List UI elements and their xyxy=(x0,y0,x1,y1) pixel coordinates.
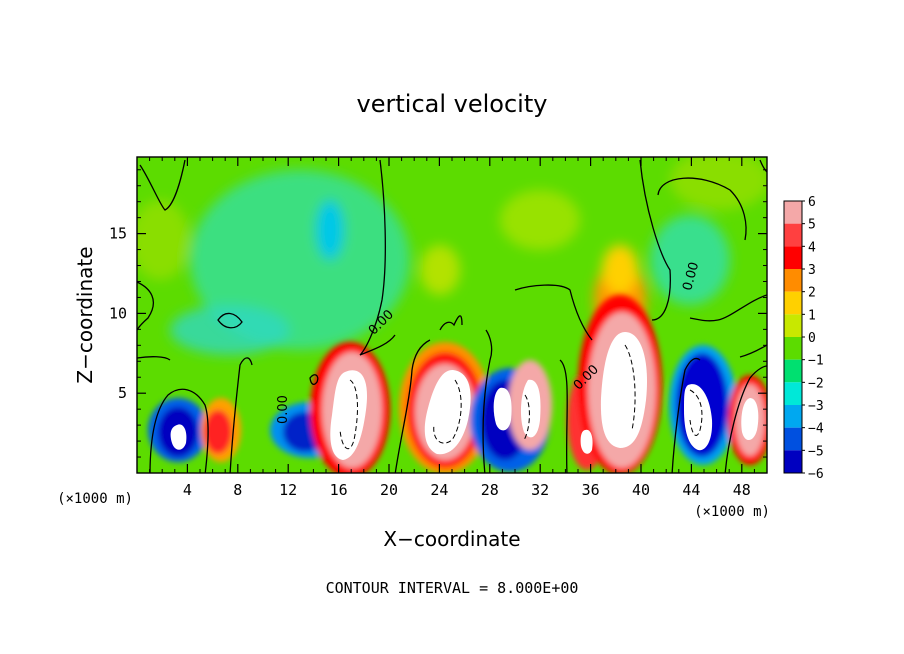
colorbar-swatch xyxy=(784,223,802,247)
colorbar-label: −3 xyxy=(808,399,824,414)
colorbar-swatch xyxy=(784,382,802,405)
colorbar-swatch xyxy=(784,314,802,337)
x-tick-label: 44 xyxy=(682,481,700,499)
y-tick-label: 5 xyxy=(118,384,127,402)
colorbar-swatch xyxy=(784,246,802,269)
colorbar-swatch xyxy=(784,269,802,292)
colorbar-label: −6 xyxy=(808,467,824,482)
colorbar-swatch xyxy=(784,450,802,473)
x-tick-label: 8 xyxy=(233,481,242,499)
heatmap-field: 0.00 0.00 0.00 0.00 xyxy=(137,157,767,473)
colorbar-swatch xyxy=(784,201,802,224)
colorbar: 6 5 4 3 2 1 0 −1 −2 −3 −4 −5 −6 xyxy=(783,195,824,482)
x-unit-right: (×1000 m) xyxy=(694,504,770,520)
x-tick-label: 20 xyxy=(380,481,398,499)
colorbar-label: −2 xyxy=(808,376,824,391)
contour-label: 0.00 xyxy=(276,395,291,424)
colorbar-label: 2 xyxy=(808,286,816,301)
y-axis-label: Z−coordinate xyxy=(73,246,97,383)
x-axis-ticks: 4 8 12 16 20 24 28 32 36 40 44 48 xyxy=(149,157,768,499)
x-unit-left: (×1000 m) xyxy=(57,491,133,507)
x-tick-label: 32 xyxy=(531,481,549,499)
x-tick-label: 12 xyxy=(279,481,297,499)
colorbar-label: −4 xyxy=(808,422,824,437)
x-tick-label: 36 xyxy=(582,481,600,499)
colorbar-swatch xyxy=(784,337,802,360)
x-tick-label: 16 xyxy=(330,481,348,499)
contour-label: 0.00 xyxy=(680,260,702,292)
colorbar-swatch xyxy=(784,405,802,428)
x-tick-label: 40 xyxy=(632,481,650,499)
colorbar-label: −5 xyxy=(808,444,824,459)
colorbar-label: 6 xyxy=(808,195,816,210)
x-tick-label: 24 xyxy=(430,481,448,499)
x-tick-label: 48 xyxy=(733,481,751,499)
colorbar-label: −1 xyxy=(808,354,824,369)
contour-interval-footer: CONTOUR INTERVAL = 8.000E+00 xyxy=(326,579,579,597)
colorbar-label: 3 xyxy=(808,263,816,278)
y-tick-label: 15 xyxy=(109,225,127,243)
y-tick-label: 10 xyxy=(109,304,127,322)
colorbar-swatch xyxy=(784,427,802,451)
colorbar-swatch xyxy=(784,359,802,383)
colorbar-label: 1 xyxy=(808,308,816,323)
x-tick-label: 4 xyxy=(183,481,192,499)
colorbar-swatch xyxy=(784,291,802,315)
colorbar-label: 4 xyxy=(808,240,816,255)
colorbar-label: 5 xyxy=(808,218,816,233)
chart-title: vertical velocity xyxy=(357,90,548,118)
x-tick-label: 28 xyxy=(481,481,499,499)
x-axis-label: X−coordinate xyxy=(383,527,520,551)
y-axis-ticks: 5 10 15 xyxy=(109,169,767,458)
colorbar-label: 0 xyxy=(808,331,816,346)
